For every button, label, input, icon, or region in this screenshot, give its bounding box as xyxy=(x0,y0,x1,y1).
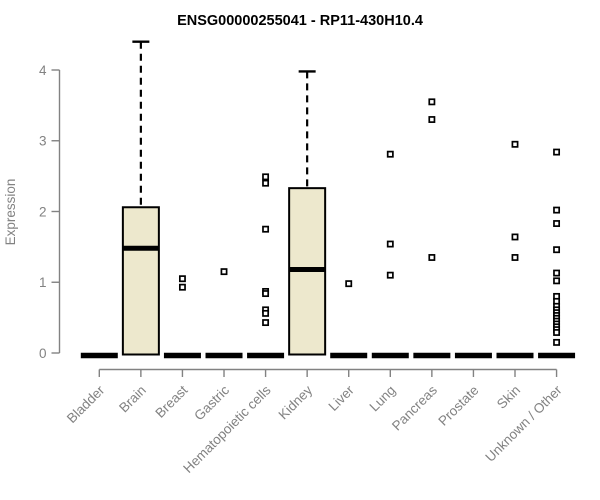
outlier-point xyxy=(428,116,436,123)
y-tick-label: 3 xyxy=(39,134,47,149)
box-pancreas xyxy=(413,98,451,359)
outlier-point xyxy=(220,268,228,276)
outlier-point xyxy=(262,179,270,187)
outlier-point xyxy=(386,150,394,158)
outlier-point xyxy=(262,173,270,181)
x-tick-label: Prostate xyxy=(435,383,481,429)
box-lung xyxy=(371,150,409,359)
outlier-point xyxy=(386,240,394,248)
x-tick-label: Skin xyxy=(494,383,523,412)
outlier-point xyxy=(345,280,353,288)
outlier-point xyxy=(178,275,186,283)
outlier-point xyxy=(511,140,519,148)
outlier-point xyxy=(553,277,561,285)
box-kidney xyxy=(288,70,327,356)
outlier-point xyxy=(386,271,394,279)
box-brain xyxy=(121,40,160,356)
outlier-point xyxy=(553,220,561,227)
outlier-point xyxy=(262,290,270,298)
box-skin xyxy=(496,140,534,359)
x-tick-label: Unknown / Other xyxy=(482,382,565,465)
box-series xyxy=(80,40,576,359)
y-tick-label: 4 xyxy=(39,63,47,78)
outlier-point xyxy=(553,246,561,254)
y-tick-label: 2 xyxy=(39,204,47,219)
outlier-point xyxy=(511,233,519,241)
box-rect xyxy=(121,206,160,356)
outlier-point xyxy=(262,309,270,317)
box-hematopoietic-cells xyxy=(247,173,285,359)
outlier-point xyxy=(553,148,561,156)
outlier-point xyxy=(511,254,519,261)
x-tick-label: Pancreas xyxy=(389,382,440,433)
outlier-point xyxy=(553,338,561,346)
x-tick-label: Breast xyxy=(152,382,190,420)
chart-title: ENSG00000255041 - RP11-430H10.4 xyxy=(177,13,423,29)
box-gastric xyxy=(205,268,243,359)
outlier-point xyxy=(262,319,270,327)
outlier-point xyxy=(553,206,561,214)
x-tick-label: Brain xyxy=(116,383,149,416)
box-liver xyxy=(330,280,368,359)
x-tick-label: Kidney xyxy=(275,382,315,422)
outlier-point xyxy=(553,329,561,336)
outlier-point xyxy=(178,283,186,291)
y-axis-label: Expression xyxy=(3,179,18,246)
box-unknown-other xyxy=(538,148,576,359)
outlier-point xyxy=(428,254,436,261)
x-tick-label: Lung xyxy=(367,383,399,415)
outlier-point xyxy=(553,269,561,277)
y-tick-label: 0 xyxy=(39,346,47,361)
x-tick-label: Gastric xyxy=(191,382,232,423)
y-tick-label: 1 xyxy=(39,275,47,290)
outlier-point xyxy=(262,225,270,233)
box-breast xyxy=(163,275,201,359)
outlier-point xyxy=(428,98,436,106)
x-tick-label: Liver xyxy=(326,382,358,414)
x-tick-label: Bladder xyxy=(64,382,108,426)
